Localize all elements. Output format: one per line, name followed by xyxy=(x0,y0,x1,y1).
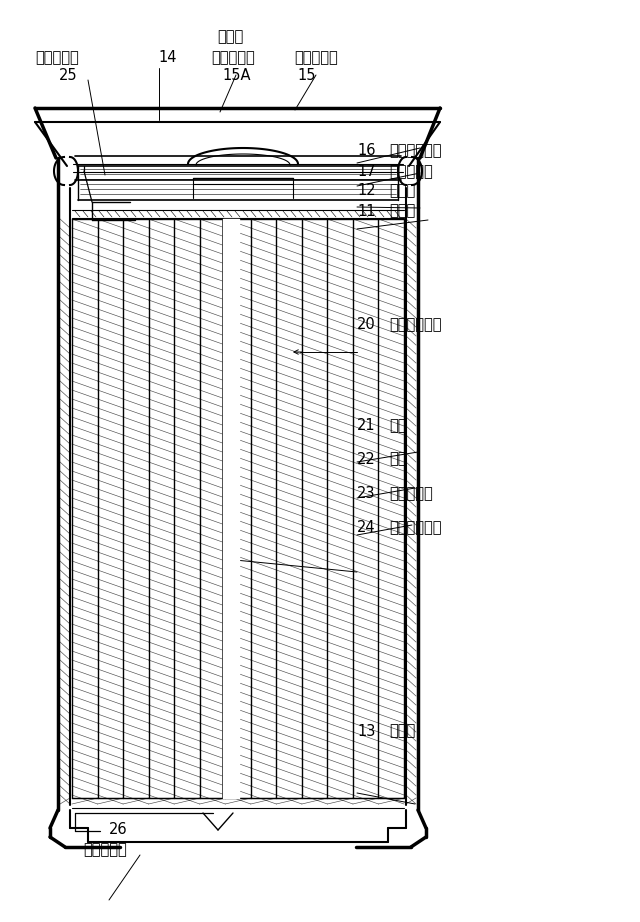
Text: 電池缶: 電池缶 xyxy=(389,204,415,219)
Text: 13: 13 xyxy=(357,724,376,739)
Text: 熱感抵抗素子: 熱感抵抗素子 xyxy=(389,143,442,158)
Text: ディスク板: ディスク板 xyxy=(211,50,255,65)
Text: 11: 11 xyxy=(357,204,376,219)
Text: 26: 26 xyxy=(109,822,127,837)
Text: 17: 17 xyxy=(357,164,376,179)
Text: セパレータ: セパレータ xyxy=(389,486,433,501)
Text: 正極: 正極 xyxy=(389,419,406,433)
Text: 22: 22 xyxy=(357,452,376,467)
Text: 負極リード: 負極リード xyxy=(83,842,127,857)
Text: ガスケット: ガスケット xyxy=(389,164,433,179)
Text: 16: 16 xyxy=(357,143,376,158)
Text: 電池蓋: 電池蓋 xyxy=(218,30,244,44)
Text: 20: 20 xyxy=(357,317,376,332)
Text: 21: 21 xyxy=(357,419,376,433)
Text: 負極: 負極 xyxy=(389,452,406,467)
Text: 正極リード: 正極リード xyxy=(35,50,79,65)
Text: 14: 14 xyxy=(159,50,177,65)
Text: 24: 24 xyxy=(357,520,376,535)
Text: 25: 25 xyxy=(59,68,77,83)
Text: 絶縁板: 絶縁板 xyxy=(389,183,415,198)
Text: 15A: 15A xyxy=(223,68,252,83)
Text: 巻回型電極体: 巻回型電極体 xyxy=(389,317,442,332)
Text: 12: 12 xyxy=(357,183,376,198)
Text: 安全弁機構: 安全弁機構 xyxy=(294,50,338,65)
Text: センターピン: センターピン xyxy=(389,520,442,535)
Text: 15: 15 xyxy=(297,68,316,83)
Text: 23: 23 xyxy=(357,486,376,501)
Text: 絶縁板: 絶縁板 xyxy=(389,724,415,739)
